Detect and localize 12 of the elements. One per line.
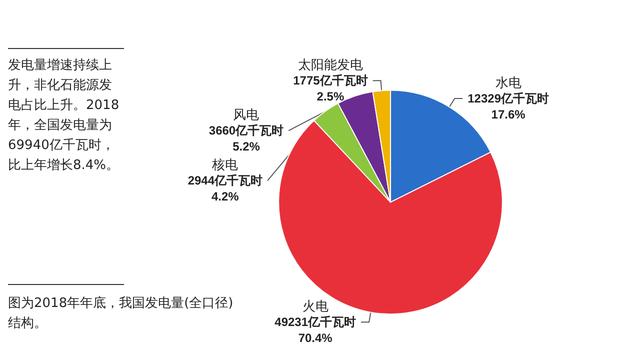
data-label: 1775亿千瓦时 2.5% xyxy=(293,74,368,104)
slice-label: 火电 xyxy=(302,298,328,314)
data-label: 12329亿千瓦时 17.6% xyxy=(468,91,550,122)
slice-label: 太阳能发电 xyxy=(298,57,363,72)
slice-label: 水电 xyxy=(495,74,522,90)
text: 图为2018年年底，我国发电量(全口径)结构。 xyxy=(8,295,234,333)
text: 发电量增速持续上升，非化石能源发电占比上升。2018年，全国发电量为69940亿千瓦时，比上年增长8.4%。 xyxy=(8,57,120,175)
data-label: 3660亿千瓦时 5.2% xyxy=(208,124,284,154)
data-label: 49231亿千瓦时 70.4% xyxy=(274,315,356,346)
slice-label: 风电 xyxy=(233,107,260,122)
data-label: 2944亿千瓦时 4.2% xyxy=(188,174,263,204)
slice-label: 核电 xyxy=(211,157,238,172)
